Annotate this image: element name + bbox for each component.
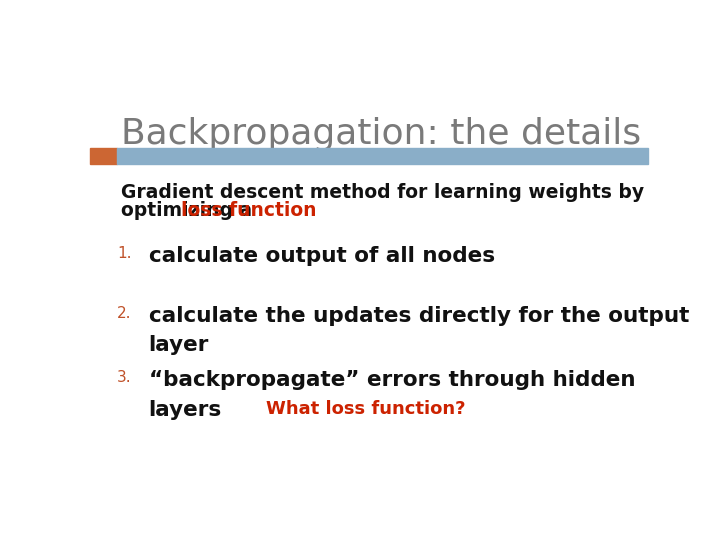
Text: layer: layer xyxy=(148,335,209,355)
Text: loss function: loss function xyxy=(181,201,317,220)
Bar xyxy=(117,148,648,164)
Text: optimizing a: optimizing a xyxy=(121,201,258,220)
Text: 2.: 2. xyxy=(117,306,132,321)
Text: What loss function?: What loss function? xyxy=(266,400,465,417)
Text: Gradient descent method for learning weights by: Gradient descent method for learning wei… xyxy=(121,183,644,202)
Text: calculate the updates directly for the output: calculate the updates directly for the o… xyxy=(148,306,689,326)
Text: 3.: 3. xyxy=(117,370,132,386)
Text: calculate output of all nodes: calculate output of all nodes xyxy=(148,246,495,266)
Bar xyxy=(90,148,117,164)
Text: Backpropagation: the details: Backpropagation: the details xyxy=(121,117,641,151)
Text: layers: layers xyxy=(148,400,222,420)
Text: 1.: 1. xyxy=(117,246,132,261)
Text: “backpropagate” errors through hidden: “backpropagate” errors through hidden xyxy=(148,370,635,390)
